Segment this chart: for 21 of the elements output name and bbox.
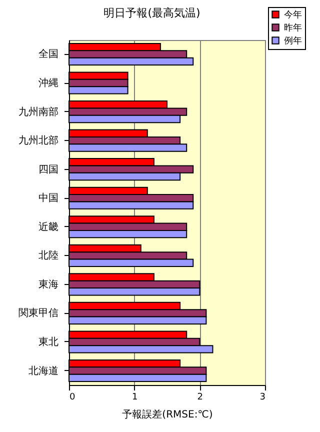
y-tick-label: 中国 (38, 192, 58, 204)
legend-label: 例年 (284, 36, 302, 46)
y-tick-label: 東北 (38, 336, 58, 348)
x-axis-title: 予報誤差(RMSE:℃) (122, 408, 213, 420)
y-tick-label: 全国 (38, 48, 58, 60)
y-tick-label: 四国 (38, 164, 58, 176)
y-tick-label: 北陸 (38, 250, 58, 262)
x-tick-label: 1 (132, 392, 138, 402)
legend-label: 昨年 (284, 22, 302, 34)
x-tick-label: 0 (70, 392, 76, 402)
y-tick-label: 九州南部 (18, 106, 58, 118)
y-tick-label: 九州北部 (18, 134, 58, 147)
x-tick-label: 2 (197, 392, 204, 402)
y-tick-label: 近畿 (38, 220, 58, 233)
y-tick-label: 北海道 (28, 364, 58, 377)
y-tick-label: 関東甲信 (18, 307, 58, 320)
y-tick-label: 東海 (38, 278, 58, 290)
chart-title: 明日予報(最高気温) (104, 6, 200, 20)
y-tick-label: 沖縄 (38, 77, 58, 90)
legend-label: 今年 (284, 10, 302, 20)
x-tick-label: 3 (260, 392, 266, 402)
